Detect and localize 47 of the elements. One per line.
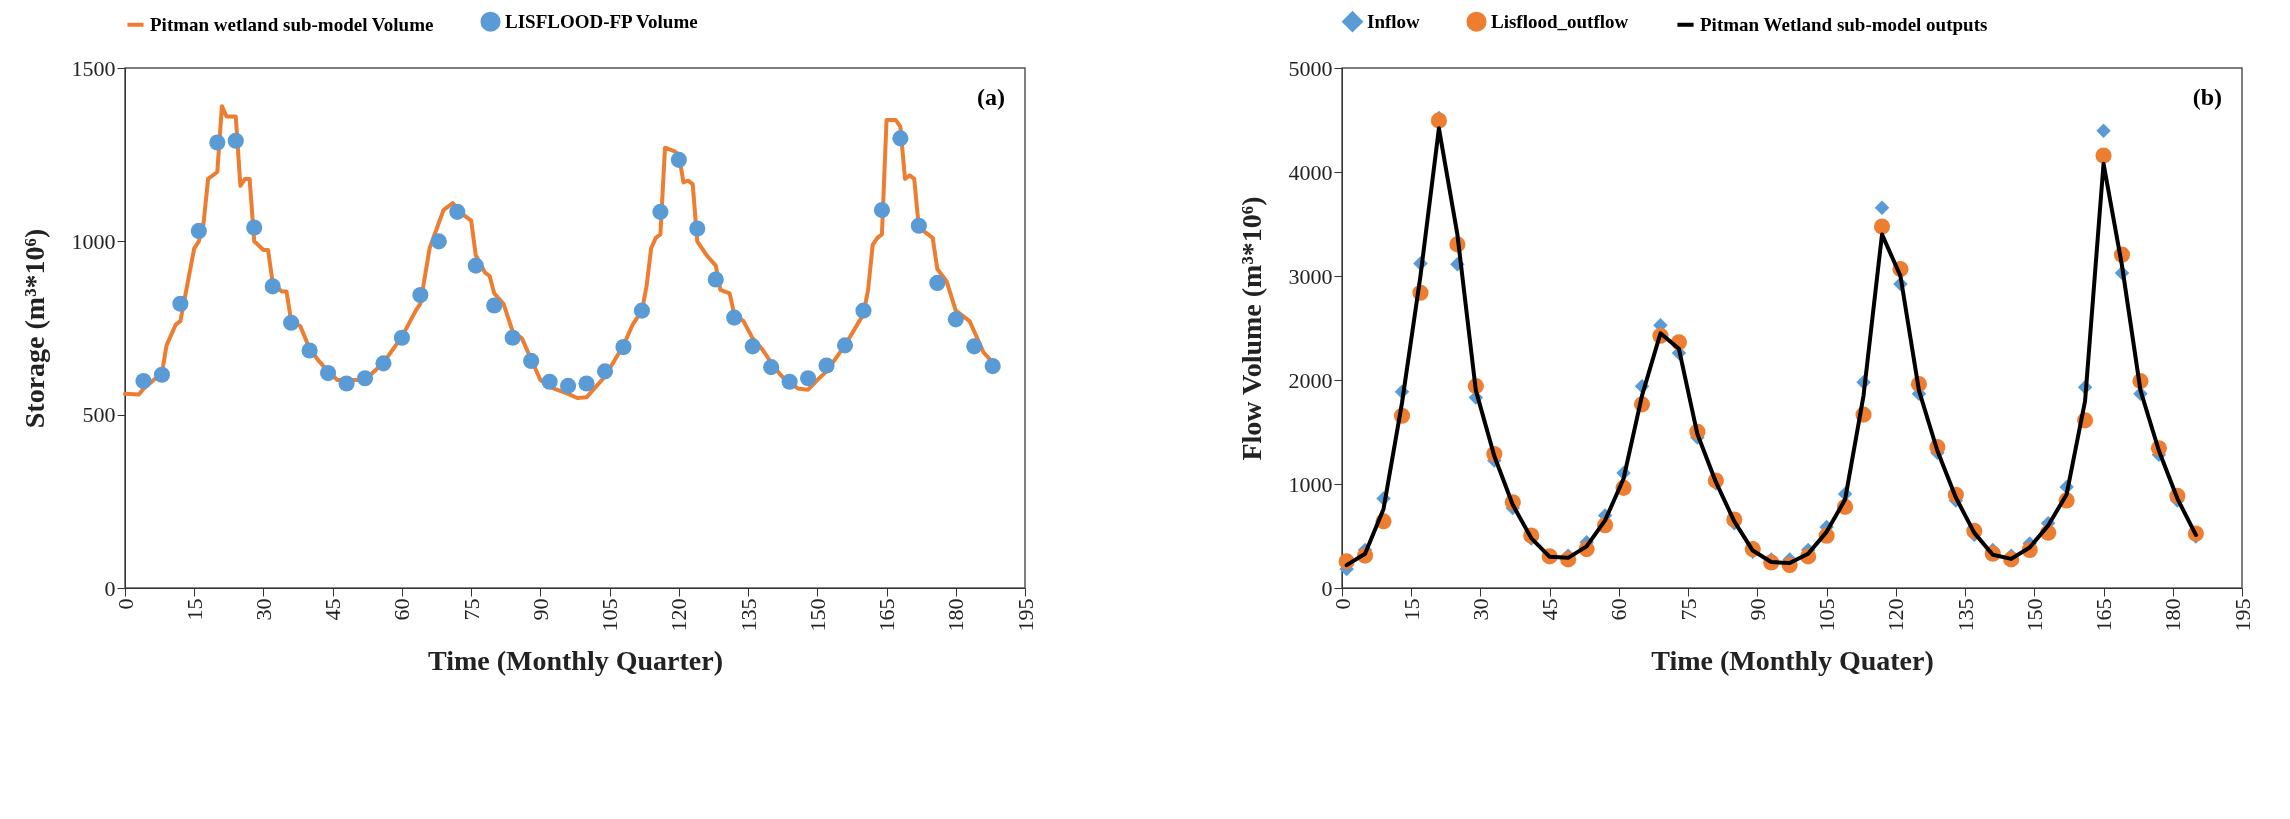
x-tick-label: 165: [2091, 598, 2117, 632]
y-tick-label: 3000: [1288, 263, 1333, 289]
y-tick-label: 1000: [1288, 471, 1333, 497]
x-tick-label: 60: [1606, 598, 1632, 621]
x-tick-label: 135: [735, 598, 761, 632]
x-tick-label: 15: [181, 598, 207, 621]
x-tick-label: 165: [874, 598, 900, 632]
legend-label: Pitman wetland sub-model Volume: [150, 13, 434, 35]
annotation: (a): [977, 84, 1005, 110]
x-tick-label: 45: [320, 598, 346, 621]
x-tick-label: 150: [804, 598, 830, 632]
legend-label: Inflow: [1367, 10, 1421, 32]
y-tick-label: 1000: [71, 228, 116, 254]
x-tick-label: 135: [1952, 598, 1978, 632]
x-tick-label: 180: [2160, 598, 2186, 632]
x-tick-label: 120: [666, 598, 692, 632]
x-tick-label: 75: [1675, 598, 1701, 621]
x-tick-label: 150: [2021, 598, 2047, 632]
x-tick-label: 180: [943, 598, 969, 632]
y-axis-title: Flow Volume (m³*10⁶): [1235, 196, 1267, 461]
x-tick-label: 30: [1467, 598, 1493, 621]
x-tick-label: 30: [250, 598, 276, 621]
legend-label: Pitman Wetland sub-model outputs: [1700, 13, 1988, 35]
x-tick-label: 90: [527, 598, 553, 621]
y-axis-title: Storage (m³*10⁶): [18, 228, 50, 429]
x-axis-title: Time (Monthly Quater): [1651, 644, 1934, 676]
y-tick-label: 500: [82, 402, 116, 428]
x-tick-label: 90: [1744, 598, 1770, 621]
annotation: (b): [2192, 84, 2222, 110]
x-tick-label: 0: [112, 598, 138, 610]
x-axis-title: Time (Monthly Quarter): [428, 644, 723, 676]
x-tick-label: 75: [458, 598, 484, 621]
x-tick-label: 105: [1814, 598, 1840, 632]
y-tick-label: 4000: [1288, 159, 1333, 185]
y-tick-label: 2000: [1288, 367, 1333, 393]
x-tick-label: 195: [1012, 598, 1038, 632]
x-tick-label: 105: [597, 598, 623, 632]
x-tick-label: 45: [1537, 598, 1563, 621]
x-tick-label: 15: [1398, 598, 1424, 621]
x-tick-label: 0: [1329, 598, 1355, 610]
x-tick-label: 60: [389, 598, 415, 621]
legend-label: Lisflood_outflow: [1491, 10, 1629, 32]
x-tick-label: 120: [1883, 598, 1909, 632]
x-tick-label: 195: [2229, 598, 2255, 632]
y-tick-label: 5000: [1288, 55, 1333, 81]
legend-label: LISFLOOD-FP Volume: [505, 10, 698, 32]
y-tick-label: 1500: [71, 55, 116, 81]
